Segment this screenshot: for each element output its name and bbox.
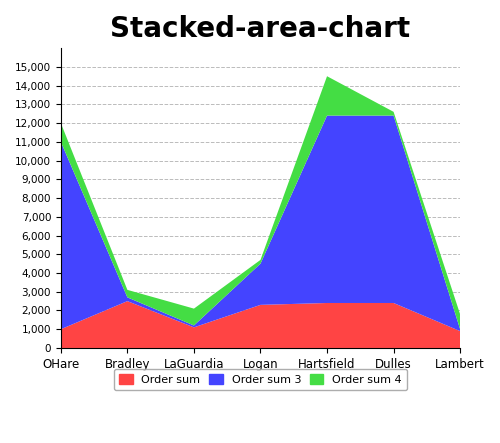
Legend: Order sum, Order sum 3, Order sum 4: Order sum, Order sum 3, Order sum 4 — [114, 369, 408, 390]
Title: Stacked-area-chart: Stacked-area-chart — [110, 15, 410, 43]
